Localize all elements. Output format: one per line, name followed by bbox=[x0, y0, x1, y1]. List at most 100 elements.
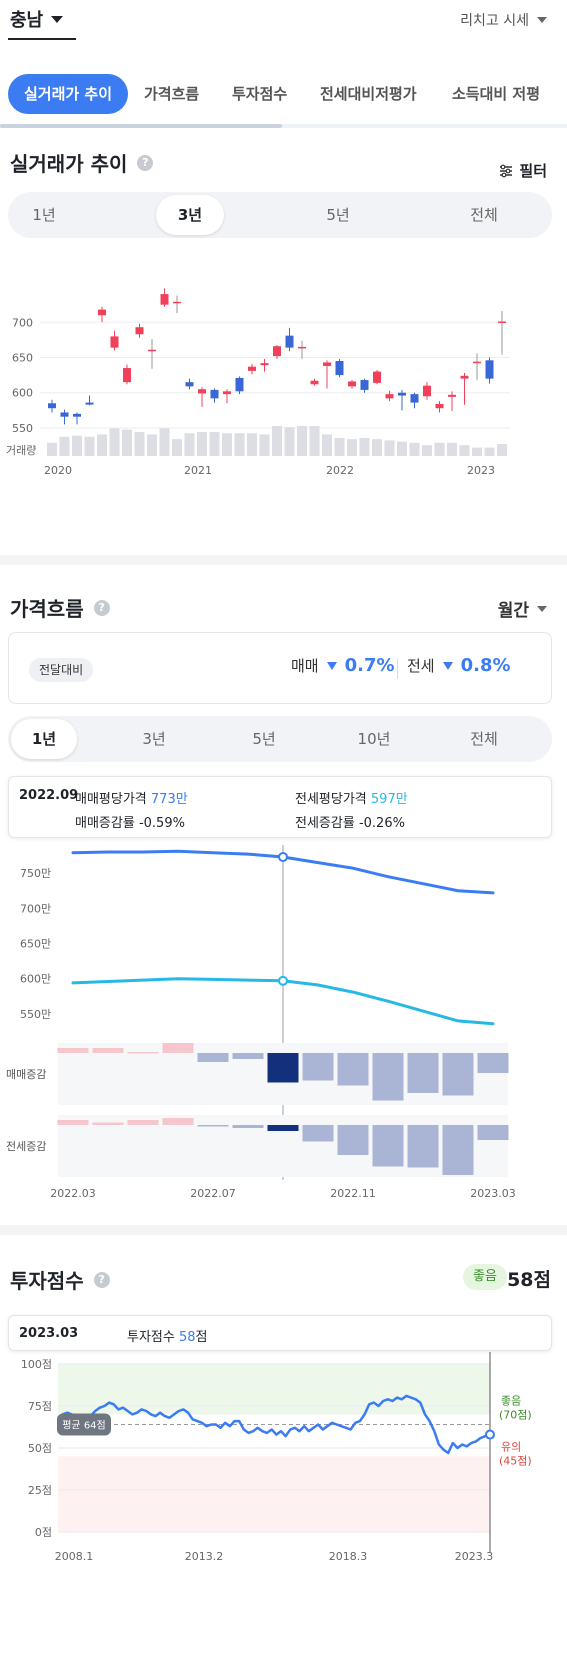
site-menu[interactable]: 리치고 시세 bbox=[460, 10, 547, 30]
highlight-point bbox=[278, 851, 288, 862]
sale-avg-price: 매매평당가격 773만 bbox=[75, 788, 188, 807]
volume-bar bbox=[422, 445, 432, 456]
candle-body bbox=[60, 412, 69, 417]
volume-bar bbox=[147, 434, 157, 456]
trade-period-selector: 1년 3년 5년 전체 bbox=[8, 192, 552, 238]
y-tick-label: 50점 bbox=[28, 1442, 52, 1455]
filter-button[interactable]: 필터 bbox=[499, 160, 547, 181]
volume-bar bbox=[184, 433, 195, 456]
invest-section-title: 투자점수 ? bbox=[10, 1265, 110, 1294]
sale-rate-bar bbox=[267, 1053, 299, 1083]
sale-rate-value: -0.59% bbox=[138, 816, 185, 831]
section-tabs: 실거래가 추이 가격흐름 투자점수 전세대비저평가 소득대비 저평 bbox=[0, 70, 567, 120]
region-selector[interactable]: 충남 bbox=[10, 6, 64, 32]
trade-period-5y[interactable]: 5년 bbox=[326, 206, 350, 224]
volume-bar bbox=[434, 442, 445, 456]
section-divider bbox=[0, 555, 567, 565]
chevron-down-icon bbox=[537, 17, 547, 23]
candle-body bbox=[48, 403, 56, 409]
x-tick-label: 2022.07 bbox=[190, 1187, 236, 1200]
volume-bar bbox=[297, 426, 307, 456]
jeonse-rate-bar bbox=[197, 1125, 229, 1127]
highlight-point bbox=[485, 1429, 495, 1440]
sale-rate-bar bbox=[92, 1048, 124, 1053]
volume-bar bbox=[172, 439, 182, 456]
help-icon[interactable]: ? bbox=[93, 1271, 110, 1288]
volume-bar bbox=[272, 426, 282, 456]
candle-body bbox=[110, 336, 119, 348]
x-tick-label: 2022 bbox=[326, 464, 354, 477]
trade-period-1y[interactable]: 1년 bbox=[32, 206, 56, 224]
candle-body bbox=[310, 380, 319, 385]
flow-period-3y[interactable]: 3년 bbox=[142, 730, 166, 748]
volume-bar bbox=[322, 434, 332, 456]
help-icon[interactable]: ? bbox=[137, 154, 154, 171]
candle-body bbox=[160, 294, 169, 305]
tab-income-undervalue[interactable]: 소득대비 저평 bbox=[452, 85, 541, 103]
help-icon[interactable]: ? bbox=[93, 599, 110, 616]
candle-body bbox=[435, 404, 444, 409]
caution-value: (45점) bbox=[499, 1454, 532, 1467]
flow-period-1y[interactable]: 1년 bbox=[11, 719, 77, 759]
candle-body bbox=[398, 392, 406, 396]
invest-score-chart: 100점 75점 50점 25점 0점 평균 64점 좋음(70점) 유의(45점) 2008.… bbox=[21, 1352, 532, 1563]
candle-body bbox=[223, 391, 231, 395]
volume-bar bbox=[222, 433, 232, 456]
sale-rate-label: 매매증감 bbox=[6, 1068, 46, 1081]
flow-period-all[interactable]: 전체 bbox=[470, 730, 498, 748]
sale-rate-bar bbox=[302, 1053, 334, 1081]
x-tick-label: 2022.03 bbox=[50, 1187, 96, 1200]
sale-rate-bar bbox=[337, 1053, 369, 1086]
jeonse-rate-bar bbox=[267, 1125, 299, 1131]
invest-tooltip-label: 투자점수 bbox=[127, 1330, 175, 1345]
y-tick-label: 650만 bbox=[20, 938, 51, 951]
down-arrow-icon bbox=[326, 661, 337, 670]
volume-bar bbox=[309, 426, 320, 456]
volume-bar bbox=[372, 439, 382, 456]
trade-period-3y[interactable]: 3년 bbox=[156, 195, 224, 235]
highlight-point bbox=[278, 975, 288, 986]
tab-trade-trend[interactable]: 실거래가 추이 bbox=[8, 74, 129, 114]
flow-period-selector: 1년 3년 5년 10년 전체 bbox=[8, 716, 552, 762]
candle-body bbox=[373, 371, 381, 383]
candle-body bbox=[123, 368, 131, 383]
tab-jeonse-undervalue[interactable]: 전세대비저평가 bbox=[320, 85, 417, 103]
flow-period-10y[interactable]: 10년 bbox=[357, 730, 391, 748]
trade-period-all[interactable]: 전체 bbox=[470, 206, 498, 224]
y-tick-label: 700만 bbox=[20, 902, 51, 915]
volume-bar bbox=[134, 432, 145, 456]
volume-bar bbox=[259, 434, 270, 456]
volume-bar bbox=[97, 434, 107, 456]
y-tick-label: 25점 bbox=[28, 1484, 52, 1497]
jeonse-rate: 전세증감률 -0.26% bbox=[295, 812, 405, 831]
jeonse-rate-value: -0.26% bbox=[358, 816, 405, 831]
candle-body bbox=[348, 381, 356, 387]
tabs-scrollbar[interactable] bbox=[0, 124, 282, 128]
tab-price-flow[interactable]: 가격흐름 bbox=[144, 85, 200, 103]
candle-body bbox=[135, 327, 144, 335]
candle-body bbox=[410, 394, 419, 403]
chevron-down-icon bbox=[537, 605, 547, 612]
flow-period-5y[interactable]: 5년 bbox=[252, 730, 276, 748]
tab-invest-score[interactable]: 투자점수 bbox=[232, 85, 288, 103]
jeonse-rate-label: 전세증감률 bbox=[295, 816, 355, 831]
filter-icon bbox=[500, 164, 513, 177]
candle-body bbox=[460, 375, 469, 379]
sale-rate-bar bbox=[442, 1053, 474, 1096]
sale-avg-label: 매매평당가격 bbox=[75, 792, 147, 807]
jeonse-rate-bar bbox=[407, 1125, 439, 1168]
y-tick-label: 100점 bbox=[21, 1358, 52, 1371]
y-tick-label: 600 bbox=[12, 387, 33, 400]
volume-bar bbox=[397, 441, 407, 456]
grade-badge: 좋음 bbox=[463, 1264, 507, 1290]
flow-section-title: 가격흐름 ? bbox=[10, 593, 110, 622]
volume-bar bbox=[109, 428, 120, 456]
flow-period-select[interactable]: 월간 bbox=[498, 596, 547, 621]
volume-bar bbox=[484, 447, 495, 456]
tabs-scroll-track bbox=[0, 124, 567, 128]
jeonse-rate-bar bbox=[477, 1125, 509, 1140]
y-tick-label: 650 bbox=[12, 352, 33, 365]
invest-title: 투자점수 bbox=[10, 1269, 84, 1293]
y-tick-label: 700 bbox=[12, 316, 33, 329]
sale-rate-label: 매매증감률 bbox=[75, 816, 135, 831]
